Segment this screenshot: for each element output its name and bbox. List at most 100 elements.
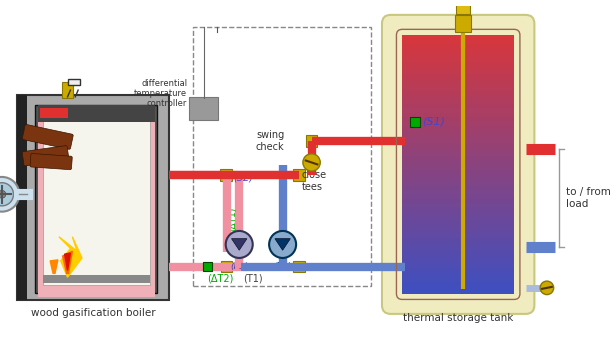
- Text: wood gasification boiler: wood gasification boiler: [31, 308, 156, 318]
- FancyBboxPatch shape: [22, 146, 69, 166]
- FancyBboxPatch shape: [402, 83, 514, 87]
- FancyBboxPatch shape: [402, 147, 514, 152]
- FancyBboxPatch shape: [402, 113, 514, 118]
- FancyBboxPatch shape: [220, 169, 231, 181]
- FancyBboxPatch shape: [402, 173, 514, 178]
- FancyBboxPatch shape: [402, 195, 514, 200]
- Polygon shape: [275, 239, 290, 250]
- FancyBboxPatch shape: [402, 220, 514, 225]
- FancyBboxPatch shape: [402, 87, 514, 92]
- FancyBboxPatch shape: [34, 105, 157, 293]
- Text: swing
check: swing check: [256, 131, 285, 152]
- FancyBboxPatch shape: [68, 78, 80, 85]
- Polygon shape: [63, 251, 73, 273]
- FancyBboxPatch shape: [22, 125, 73, 149]
- FancyBboxPatch shape: [402, 139, 514, 143]
- Text: (ΔT1): (ΔT1): [228, 206, 237, 231]
- FancyBboxPatch shape: [402, 242, 514, 247]
- FancyBboxPatch shape: [402, 74, 514, 79]
- Circle shape: [0, 177, 19, 212]
- FancyBboxPatch shape: [402, 246, 514, 251]
- FancyBboxPatch shape: [402, 208, 514, 212]
- Circle shape: [0, 190, 6, 198]
- Text: differential
temperature
controller: differential temperature controller: [134, 78, 187, 108]
- Circle shape: [0, 183, 14, 206]
- FancyBboxPatch shape: [402, 203, 514, 208]
- FancyBboxPatch shape: [402, 134, 514, 139]
- FancyBboxPatch shape: [402, 126, 514, 131]
- Text: (S2): (S2): [234, 172, 253, 182]
- FancyBboxPatch shape: [189, 97, 218, 120]
- Text: (T1): (T1): [243, 273, 263, 283]
- Text: (P1): (P1): [230, 262, 248, 271]
- Text: close
tees: close tees: [302, 170, 327, 192]
- FancyBboxPatch shape: [402, 216, 514, 221]
- FancyBboxPatch shape: [402, 143, 514, 148]
- FancyBboxPatch shape: [402, 199, 514, 204]
- FancyBboxPatch shape: [402, 130, 514, 135]
- FancyBboxPatch shape: [402, 264, 514, 268]
- FancyBboxPatch shape: [293, 261, 305, 272]
- Text: (ΔT2): (ΔT2): [207, 273, 234, 283]
- Circle shape: [226, 231, 253, 258]
- FancyBboxPatch shape: [402, 121, 514, 126]
- FancyBboxPatch shape: [455, 15, 470, 32]
- FancyBboxPatch shape: [30, 154, 72, 170]
- FancyBboxPatch shape: [402, 225, 514, 230]
- FancyBboxPatch shape: [293, 169, 305, 181]
- FancyBboxPatch shape: [402, 156, 514, 161]
- Text: (P2): (P2): [274, 262, 292, 271]
- FancyBboxPatch shape: [402, 70, 514, 75]
- Polygon shape: [231, 239, 247, 250]
- Circle shape: [269, 231, 296, 258]
- FancyBboxPatch shape: [306, 135, 317, 147]
- Polygon shape: [65, 253, 70, 271]
- FancyBboxPatch shape: [402, 238, 514, 243]
- FancyBboxPatch shape: [402, 276, 514, 281]
- FancyBboxPatch shape: [402, 289, 514, 294]
- FancyBboxPatch shape: [402, 65, 514, 70]
- Text: thermal storage tank: thermal storage tank: [403, 313, 514, 323]
- FancyBboxPatch shape: [402, 57, 514, 62]
- FancyBboxPatch shape: [38, 105, 156, 122]
- FancyBboxPatch shape: [402, 35, 514, 40]
- FancyBboxPatch shape: [402, 229, 514, 234]
- Circle shape: [303, 154, 320, 171]
- Text: (S1): (S1): [423, 117, 445, 127]
- FancyBboxPatch shape: [410, 117, 419, 127]
- FancyBboxPatch shape: [402, 91, 514, 96]
- FancyBboxPatch shape: [402, 104, 514, 109]
- FancyBboxPatch shape: [402, 190, 514, 195]
- FancyBboxPatch shape: [402, 182, 514, 187]
- FancyBboxPatch shape: [402, 272, 514, 277]
- FancyBboxPatch shape: [402, 164, 514, 169]
- FancyBboxPatch shape: [62, 82, 73, 98]
- FancyBboxPatch shape: [44, 118, 149, 285]
- FancyBboxPatch shape: [382, 15, 534, 314]
- FancyBboxPatch shape: [402, 251, 514, 256]
- FancyBboxPatch shape: [402, 95, 514, 100]
- FancyBboxPatch shape: [222, 170, 231, 180]
- FancyBboxPatch shape: [402, 100, 514, 105]
- FancyBboxPatch shape: [402, 39, 514, 44]
- FancyBboxPatch shape: [402, 212, 514, 217]
- FancyBboxPatch shape: [44, 275, 149, 283]
- FancyBboxPatch shape: [402, 160, 514, 165]
- FancyBboxPatch shape: [202, 262, 212, 272]
- Circle shape: [540, 281, 554, 295]
- FancyBboxPatch shape: [17, 95, 169, 300]
- Text: to / from
load: to / from load: [566, 187, 611, 209]
- FancyBboxPatch shape: [402, 255, 514, 260]
- FancyBboxPatch shape: [456, 0, 470, 14]
- FancyBboxPatch shape: [402, 44, 514, 49]
- FancyBboxPatch shape: [39, 108, 68, 118]
- FancyBboxPatch shape: [402, 169, 514, 174]
- FancyBboxPatch shape: [402, 177, 514, 182]
- FancyBboxPatch shape: [402, 281, 514, 286]
- FancyBboxPatch shape: [402, 48, 514, 53]
- FancyBboxPatch shape: [402, 259, 514, 264]
- FancyBboxPatch shape: [221, 261, 232, 272]
- FancyBboxPatch shape: [402, 186, 514, 191]
- FancyBboxPatch shape: [402, 78, 514, 83]
- FancyBboxPatch shape: [402, 233, 514, 238]
